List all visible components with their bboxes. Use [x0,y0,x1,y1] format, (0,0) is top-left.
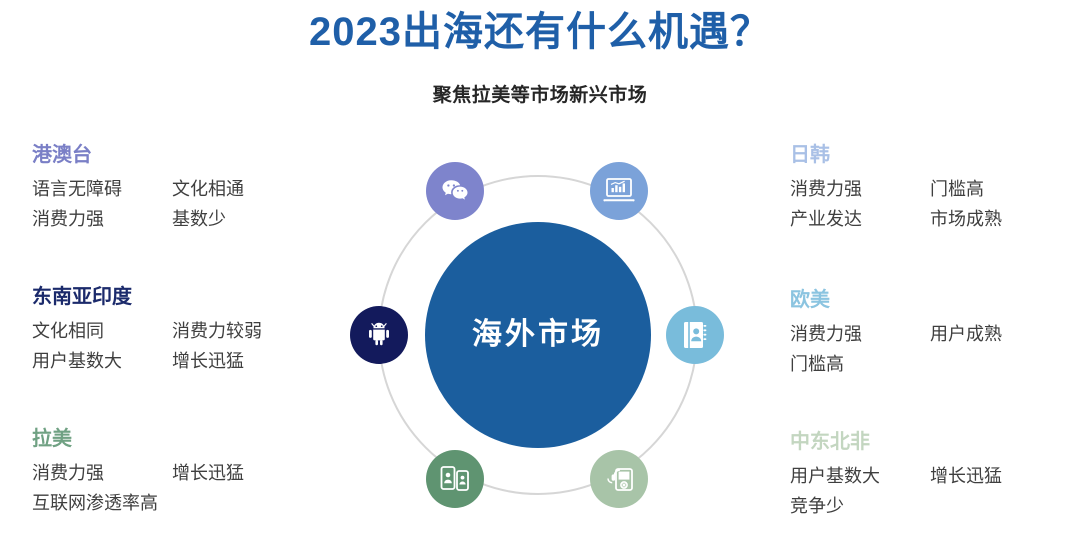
attribute-row: 消费力强 增长迅猛 [32,458,322,488]
two-phones-icon [438,464,472,494]
region-block-hk-macau-taiwan: 港澳台 语言无障碍 文化相通 消费力强 基数少 [32,142,322,234]
region-title: 欧美 [790,289,830,311]
attribute-row: 互联网渗透率高 [32,488,322,518]
attribute-row: 消费力强 门槛高 [790,174,1080,204]
attribute: 文化相通 [172,179,244,199]
attribute: 门槛高 [930,179,984,199]
attribute-row: 用户基数大 增长迅猛 [790,461,1080,491]
attribute-row: 门槛高 [790,349,1080,379]
region-attributes: 文化相同 消费力较弱 用户基数大 增长迅猛 [32,316,322,376]
attribute-row: 语言无障碍 文化相通 [32,174,322,204]
region-title: 东南亚印度 [32,286,132,308]
attribute: 消费力强 [790,324,862,344]
attribute-row: 消费力强 用户成熟 [790,319,1080,349]
region-block-mena: 中东北非 用户基数大 增长迅猛 竞争少 [790,429,1080,521]
attribute: 市场成熟 [930,209,1002,229]
attribute: 消费力较弱 [172,321,262,341]
region-block-sea-india: 东南亚印度 文化相同 消费力较弱 用户基数大 增长迅猛 [32,284,322,376]
node-android[interactable] [350,306,408,364]
region-block-latin-america: 拉美 消费力强 增长迅猛 互联网渗透率高 [32,426,322,518]
center-circle [425,222,651,448]
node-contact-book[interactable] [666,306,724,364]
region-attributes: 消费力强 用户成熟 门槛高 [790,319,1080,379]
region-title: 中东北非 [790,431,870,453]
region-block-europe-america: 欧美 消费力强 用户成熟 门槛高 [790,287,1080,379]
region-title: 拉美 [32,428,72,450]
attribute: 增长迅猛 [172,463,244,483]
attribute: 消费力强 [32,209,104,229]
region-title: 日韩 [790,144,830,166]
node-two-phones[interactable] [426,450,484,508]
attribute: 用户基数大 [32,351,122,371]
contact-book-icon [680,319,710,351]
android-icon [364,320,394,350]
overseas-market-diagram: 海外市场 [350,135,724,535]
node-laptop-chart[interactable] [590,162,648,220]
attribute: 语言无障碍 [32,179,122,199]
region-block-japan-korea: 日韩 消费力强 门槛高 产业发达 市场成熟 [790,142,1080,234]
attribute: 用户基数大 [790,466,880,486]
wechat-icon [438,174,472,208]
attribute: 竞争少 [790,496,844,516]
region-attributes: 用户基数大 增长迅猛 竞争少 [790,461,1080,521]
attribute: 增长迅猛 [172,351,244,371]
attribute: 互联网渗透率高 [32,493,158,513]
diagram-canvas [378,175,698,495]
media-player-icon [603,464,635,494]
attribute-row: 竞争少 [790,491,1080,521]
attribute-row: 用户基数大 增长迅猛 [32,346,322,376]
node-wechat[interactable] [426,162,484,220]
attribute: 增长迅猛 [930,466,1002,486]
attribute: 门槛高 [790,354,844,374]
attribute: 消费力强 [790,179,862,199]
region-attributes: 消费力强 增长迅猛 互联网渗透率高 [32,458,322,518]
attribute-row: 文化相同 消费力较弱 [32,316,322,346]
attribute: 用户成熟 [930,324,1002,344]
attribute: 基数少 [172,209,226,229]
attribute-row: 产业发达 市场成熟 [790,204,1080,234]
page-subtitle: 聚焦拉美等市场新兴市场 [432,85,648,106]
attribute: 文化相同 [32,321,104,341]
attribute: 消费力强 [32,463,104,483]
region-title: 港澳台 [32,144,92,166]
region-attributes: 语言无障碍 文化相通 消费力强 基数少 [32,174,322,234]
laptop-chart-icon [602,176,636,206]
region-attributes: 消费力强 门槛高 产业发达 市场成熟 [790,174,1080,234]
attribute-row: 消费力强 基数少 [32,204,322,234]
attribute: 产业发达 [790,209,862,229]
node-media-player[interactable] [590,450,648,508]
page-title: 2023出海还有什么机遇？ [309,10,771,54]
